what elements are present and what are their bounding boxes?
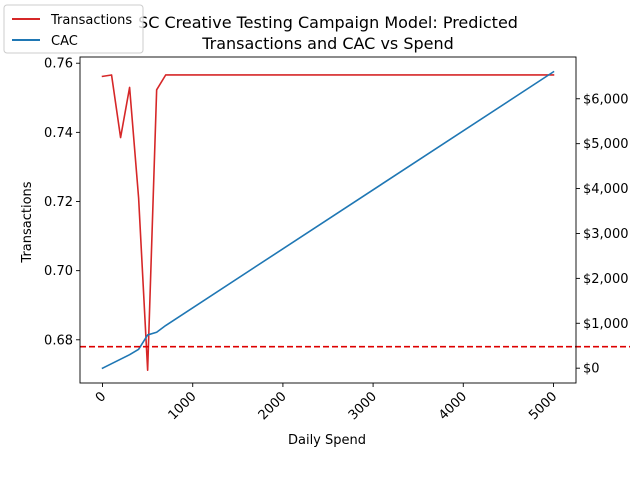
y-right-tick-label: $0 (583, 362, 600, 377)
series-line-cac (101, 70, 555, 370)
legend[interactable]: Transactions CAC (3, 4, 144, 54)
y-right-tick-label: $1,000 (583, 317, 629, 332)
y-axis-label-left: Transactions (20, 181, 35, 263)
y-left-tick-label: 0.70 (44, 264, 73, 279)
y-right-tick-label: $3,000 (583, 227, 629, 242)
y-right-tick-label: $4,000 (583, 182, 629, 197)
y-left-tick-label: 0.68 (44, 333, 73, 348)
plot-area (80, 70, 630, 372)
y-right-tick-label: $5,000 (583, 137, 629, 152)
y-left-tick-label: 0.74 (44, 126, 73, 141)
series-line-transactions (101, 74, 555, 372)
y-left-tick-label: 0.76 (44, 57, 73, 72)
axes-frame (79, 56, 577, 384)
y-right-tick-label: $6,000 (583, 92, 629, 107)
legend-label-cac: CAC (51, 34, 78, 49)
x-axis-label: Daily Spend (288, 433, 366, 448)
legend-label-transactions: Transactions (50, 13, 132, 28)
y-left-tick-label: 0.72 (44, 195, 73, 210)
y-right-tick-label: $2,000 (583, 272, 629, 287)
chart-title-line-1: SC Creative Testing Campaign Model: Pred… (138, 13, 518, 32)
chart-title-line-2: Transactions and CAC vs Spend (201, 34, 454, 53)
